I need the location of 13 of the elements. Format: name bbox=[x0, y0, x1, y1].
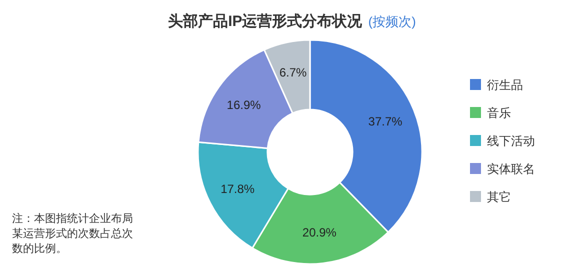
data-label: 16.9% bbox=[226, 98, 262, 112]
legend-label: 音乐 bbox=[487, 106, 511, 120]
text: 注：本图指统计企业布局某运营形式的次数占总次数的比例。 bbox=[12, 212, 134, 257]
legend-label: 实体联名 bbox=[487, 162, 535, 176]
data-label: 6.7% bbox=[279, 66, 308, 80]
chart-title: 头部产品IP运营形式分布状况 bbox=[168, 12, 364, 30]
legend-label: 其它 bbox=[487, 190, 511, 204]
chart-subtitle: (按频次) bbox=[368, 14, 416, 29]
data-label: 37.7% bbox=[368, 114, 403, 128]
legend-label: 线下活动 bbox=[487, 134, 535, 148]
legend-label: 衍生品 bbox=[487, 78, 523, 92]
data-label: 17.8% bbox=[220, 182, 255, 196]
data-label: 20.9% bbox=[302, 226, 337, 240]
